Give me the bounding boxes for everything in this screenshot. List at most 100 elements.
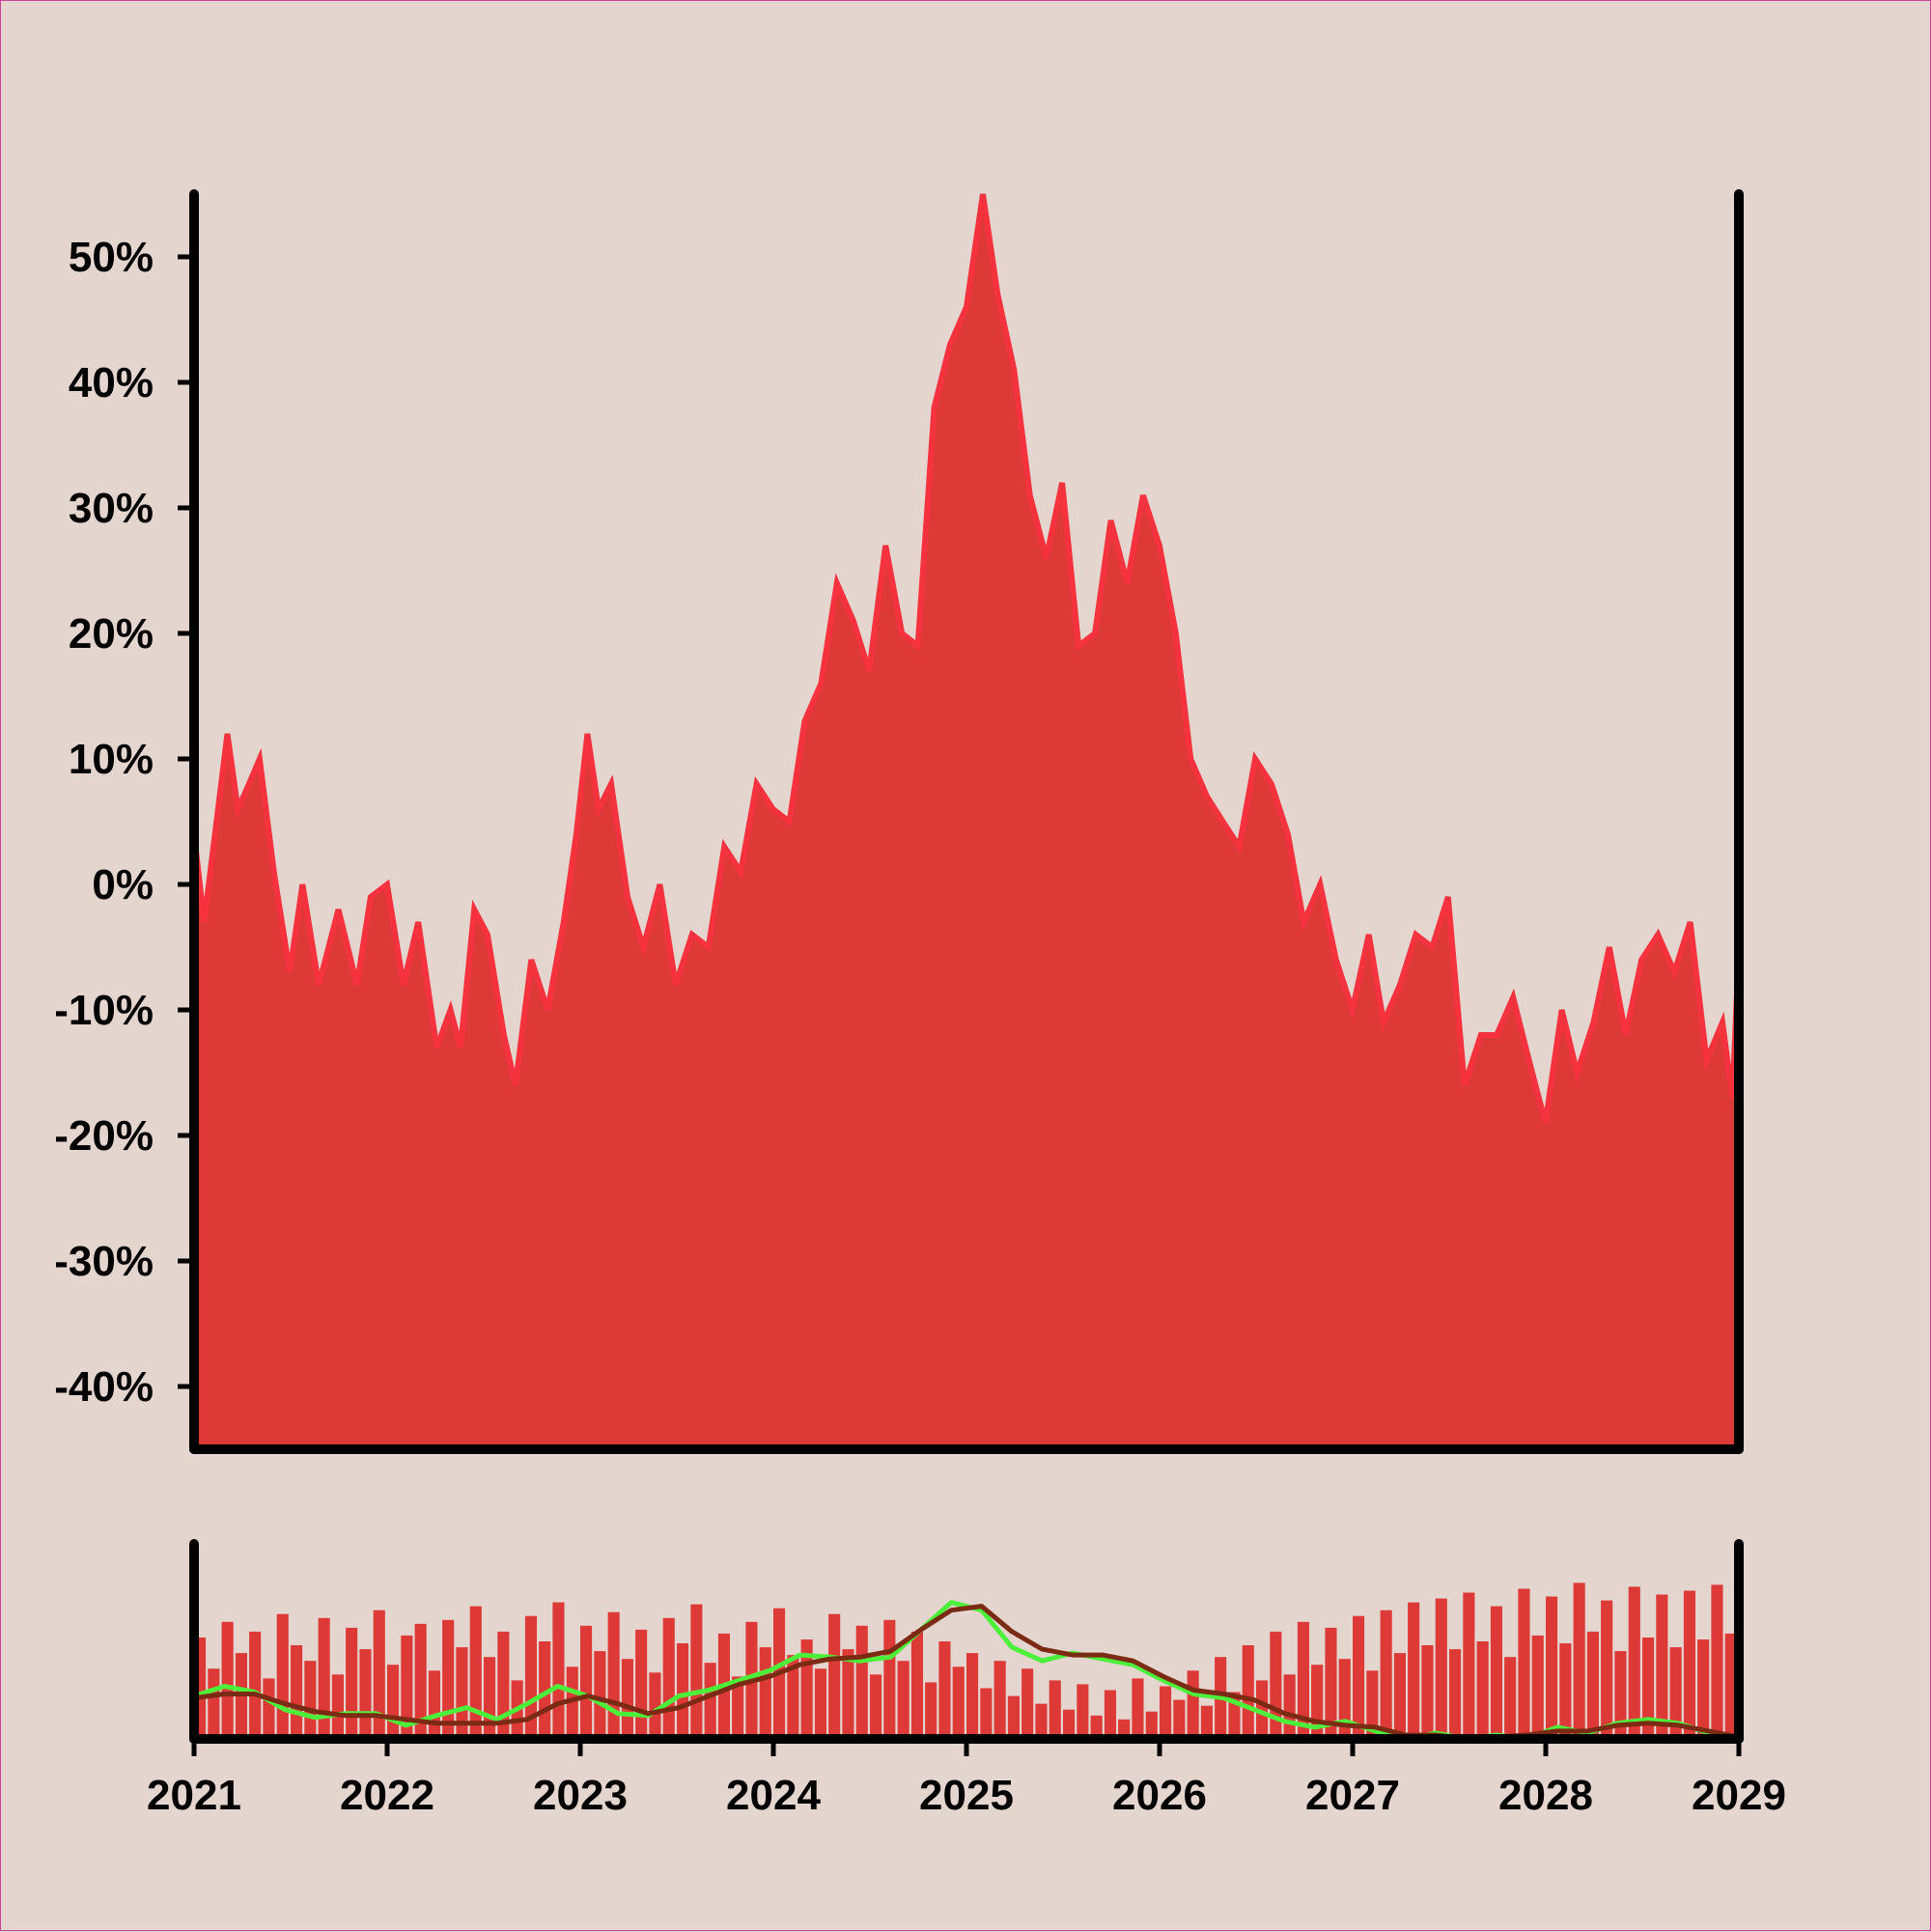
volume-bar [414,1623,427,1739]
volume-bar [1007,1695,1020,1739]
main-panel: -40% -30% -20% -10% 0% 10% 20% 30% 40% 50% [54,189,1744,1454]
volume-bar [925,1682,938,1739]
volume-bar [870,1674,882,1739]
y-tick-label: 30% [69,485,154,532]
volume-bar [855,1625,868,1739]
volume-bar [1518,1588,1530,1739]
volume-bar [1187,1670,1199,1739]
volume-bar [1353,1615,1365,1739]
volume-bar [331,1674,344,1739]
volume-bar [1297,1621,1309,1739]
volume-bar [1490,1606,1502,1739]
volume-bar [993,1661,1006,1739]
volume-bar [1463,1592,1475,1739]
volume-bar [1656,1594,1668,1739]
volume-bar [1160,1686,1172,1739]
volume-bar [1504,1657,1517,1739]
volume-bar [346,1627,358,1739]
volume-bar [469,1606,482,1739]
volume-bar [897,1661,910,1739]
volume-bar [1338,1659,1351,1739]
volume-bar [1077,1684,1089,1739]
volume-bar [1614,1651,1627,1739]
volume-bar [1173,1699,1186,1739]
y-axis-ticks: -40% -30% -20% -10% 0% 10% 20% 30% 40% 50% [54,234,194,1411]
volume-bar [1697,1639,1710,1739]
x-tick-label: 2023 [533,1772,628,1819]
volume-bar [662,1617,675,1739]
volume-bar [1421,1645,1434,1739]
volume-bar [1366,1670,1379,1739]
volume-bar [1325,1627,1337,1739]
volume-bar [263,1678,275,1739]
y-tick-label: 20% [69,610,154,658]
volume-bar [607,1611,620,1739]
volume-bar [1724,1633,1737,1739]
volume-bar [1104,1690,1116,1739]
volume-bar [814,1668,826,1739]
volume-bar [690,1604,703,1739]
volume-bar [1476,1641,1489,1739]
volume-bars [194,1582,1737,1739]
volume-bar [1242,1645,1254,1739]
x-tick-label: 2022 [340,1772,434,1819]
x-tick-label: 2028 [1498,1772,1593,1819]
x-tick-label: 2029 [1692,1772,1786,1819]
volume-bar [828,1613,841,1739]
volume-bar [1090,1715,1103,1739]
y-tick-label: 0% [92,861,154,909]
volume-bar [1200,1705,1213,1739]
volume-bar [1683,1590,1695,1739]
volume-bar [1711,1584,1723,1739]
volume-bar [594,1651,606,1739]
volume-bar [387,1665,400,1739]
volume-bar [1035,1703,1048,1739]
volume-bar [1559,1643,1572,1739]
y-tick-label: 50% [69,234,154,281]
volume-bar [966,1653,979,1739]
x-axis-ticks: 2021 2022 2023 2024 2025 2026 2027 2028 2029 [147,1739,1786,1819]
x-tick-label: 2026 [1112,1772,1207,1819]
y-tick-label: 40% [69,359,154,406]
volume-bar [456,1647,468,1739]
volume-bar [1449,1649,1462,1739]
volume-bar [842,1649,854,1739]
volume-bar [1270,1631,1282,1739]
volume-bar [883,1619,896,1739]
volume-bar [276,1613,289,1739]
volume-bar [980,1688,993,1739]
volume-bar [759,1647,771,1739]
volume-bar [787,1655,799,1739]
volume-bar [304,1661,317,1739]
volume-bar [401,1635,413,1739]
volume-bar [580,1625,593,1739]
x-tick-label: 2024 [726,1772,821,1819]
area-series [191,193,1742,1452]
volume-bar [318,1617,330,1739]
volume-bar [428,1670,440,1739]
volume-bar [1118,1719,1131,1739]
y-tick-label: 10% [69,736,154,783]
volume-bar [635,1629,648,1739]
volume-bar [1531,1635,1544,1739]
volume-bar [1435,1598,1447,1739]
volume-bar [1628,1586,1640,1739]
volume-bar [621,1659,633,1739]
volume-bar [221,1621,234,1739]
volume-bar [1601,1600,1613,1739]
volume-bar [677,1643,689,1739]
volume-bar [910,1631,923,1739]
volume-bar [938,1641,951,1739]
volume-bar [1283,1674,1296,1739]
volume-bar [704,1663,716,1739]
volume-bar [1642,1638,1655,1739]
volume-bar [649,1672,661,1739]
x-tick-label: 2021 [147,1772,241,1819]
volume-bar [442,1619,455,1739]
volume-bar [524,1615,537,1739]
y-tick-label: -30% [54,1238,154,1285]
volume-bar [249,1631,262,1739]
volume-bar [359,1649,372,1739]
